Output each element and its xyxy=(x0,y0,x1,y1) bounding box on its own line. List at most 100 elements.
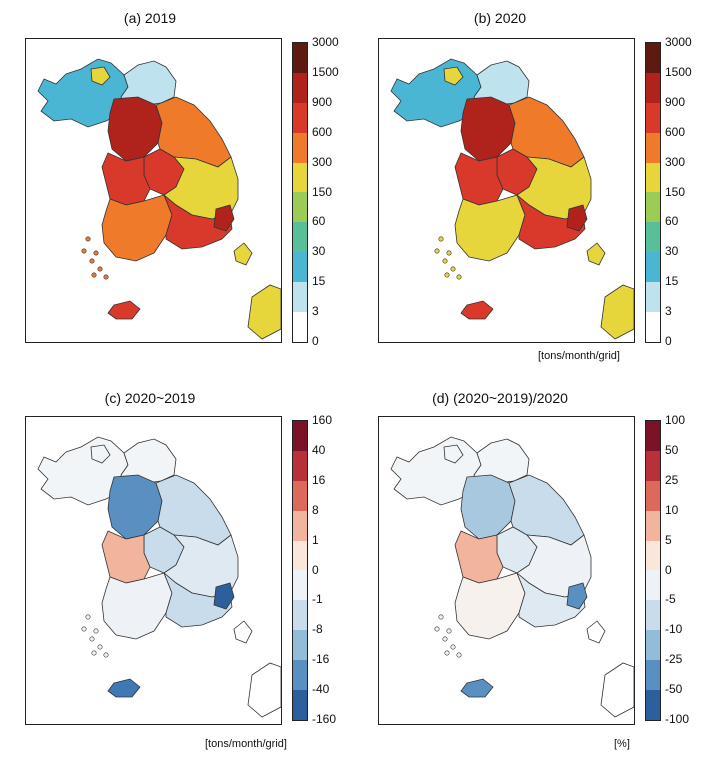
region-jeju xyxy=(460,300,494,320)
colorbar-tick-label: -8 xyxy=(312,622,323,637)
region-jeju xyxy=(107,678,141,698)
colorbar-segment xyxy=(646,480,660,511)
colorbar-tick-label: 60 xyxy=(665,214,679,229)
unit-label: [tons/month/grid] xyxy=(538,350,620,362)
colorbar-tick-label: 30 xyxy=(312,244,326,259)
ratio-map xyxy=(378,416,635,725)
region-gyeongnam xyxy=(163,194,233,250)
colorbar-tick-label: -25 xyxy=(665,652,683,667)
colorbar-segment xyxy=(646,43,660,73)
region-busan xyxy=(566,582,588,610)
island xyxy=(103,652,109,658)
colorbar-tick-label: 50 xyxy=(665,442,679,457)
colorbar-segment xyxy=(646,421,660,451)
region-seoul xyxy=(460,474,516,540)
region-jeolla xyxy=(101,572,173,640)
korea-map xyxy=(390,58,634,340)
colorbar-segment xyxy=(646,162,660,193)
region-japan xyxy=(233,620,281,718)
colorbar-segment xyxy=(293,312,307,342)
colorbar-tick-label: 30 xyxy=(665,244,679,259)
colorbar-tick-label: -160 xyxy=(312,712,337,726)
region-jeju xyxy=(460,678,494,698)
colorbar xyxy=(645,42,661,343)
region-japan xyxy=(233,242,281,340)
island xyxy=(438,614,444,620)
colorbar-tick-label: 0 xyxy=(312,334,319,348)
colorbar-tick-label: 300 xyxy=(312,154,333,169)
region-gyeongnam xyxy=(516,572,586,628)
colorbar-tick-label: 1 xyxy=(312,532,319,547)
colorbar-segment xyxy=(293,690,307,720)
colorbar-tick-label: -100 xyxy=(665,712,690,726)
region-northwest-spot xyxy=(90,66,111,86)
colorbar-segment xyxy=(646,72,660,103)
region-gyeongnam xyxy=(163,572,233,628)
region-busan xyxy=(213,204,235,232)
colorbar-segment xyxy=(646,570,660,601)
island xyxy=(81,248,87,254)
colorbar-segment xyxy=(293,282,307,313)
colorbar-tick-label: -10 xyxy=(665,622,683,637)
colorbar-segment xyxy=(646,282,660,313)
colorbar-segment xyxy=(293,510,307,541)
colorbar-tick-label: 0 xyxy=(665,334,672,348)
colorbar-tick-label: 60 xyxy=(312,214,326,229)
colorbar-segment xyxy=(646,690,660,720)
colorbar-tick-label: 300 xyxy=(665,154,686,169)
island xyxy=(438,236,444,242)
region-gyeongnam xyxy=(516,194,586,250)
colorbar-tick-label: 3 xyxy=(312,304,319,319)
island xyxy=(434,248,440,254)
island xyxy=(446,250,452,256)
region-seoul xyxy=(107,96,163,162)
colorbar-tick-label: 16 xyxy=(312,472,326,487)
colorbar-tick-label: 600 xyxy=(665,124,686,139)
colorbar-segment xyxy=(293,480,307,511)
region-jeolla xyxy=(101,194,173,262)
colorbar-segment xyxy=(646,132,660,163)
colorbar-tick-label: -50 xyxy=(665,682,683,697)
region-northwest-spot xyxy=(443,66,464,86)
island xyxy=(456,274,462,280)
colorbar-segment xyxy=(646,630,660,661)
region-seoul xyxy=(460,96,516,162)
colorbar-tick-label: 15 xyxy=(312,274,326,289)
colorbar xyxy=(292,42,308,343)
island xyxy=(97,644,103,650)
island xyxy=(93,250,99,256)
colorbar-segment xyxy=(646,102,660,133)
colorbar-segment xyxy=(646,222,660,253)
colorbar-tick-label: -1 xyxy=(312,592,323,607)
island xyxy=(89,636,95,642)
region-chungcheong-west xyxy=(101,530,151,584)
colorbar-segment xyxy=(646,600,660,631)
unit-label: [%] xyxy=(614,738,630,750)
colorbar-tick-label: 3000 xyxy=(312,35,339,49)
island xyxy=(456,652,462,658)
colorbar-segment xyxy=(293,421,307,451)
colorbar-tick-label: 900 xyxy=(665,94,686,109)
panel-title: (c) 2020~2019 xyxy=(104,390,196,406)
colorbar-tick-label: 25 xyxy=(665,472,679,487)
colorbar-segment xyxy=(293,600,307,631)
colorbar-tick-label: 150 xyxy=(312,184,333,199)
colorbar-tick-label: 0 xyxy=(312,562,319,577)
island xyxy=(450,644,456,650)
region-northwest-spot xyxy=(90,444,111,464)
colorbar-segment xyxy=(293,222,307,253)
korea-map xyxy=(390,436,634,718)
colorbar-tick-label: 15 xyxy=(665,274,679,289)
colorbar-tick-label: 3 xyxy=(665,304,672,319)
island xyxy=(81,626,87,632)
colorbar-tick-label: 150 xyxy=(665,184,686,199)
colorbar-tick-label: 3000 xyxy=(665,35,692,49)
island xyxy=(442,636,448,642)
colorbar-segment xyxy=(646,540,660,571)
colorbar xyxy=(292,420,308,721)
colorbar-tick-label: 5 xyxy=(665,532,672,547)
colorbar-segment xyxy=(646,252,660,283)
colorbar-segment xyxy=(293,252,307,283)
colorbar-segment xyxy=(293,540,307,571)
colorbar-tick-label: -40 xyxy=(312,682,330,697)
